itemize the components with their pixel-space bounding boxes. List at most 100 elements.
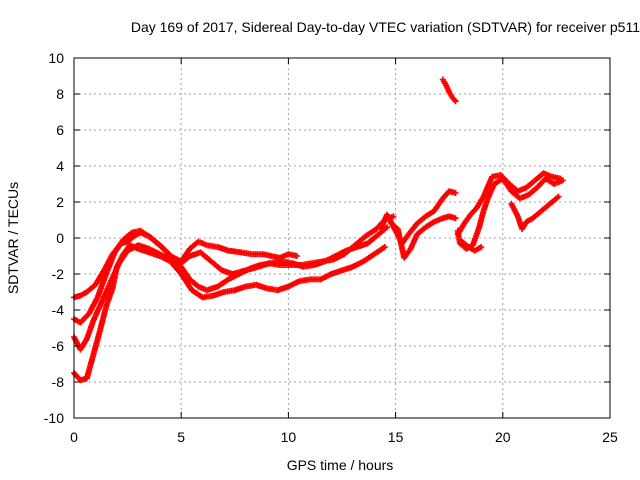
data-point bbox=[536, 209, 543, 216]
data-point bbox=[454, 231, 461, 238]
data-point bbox=[120, 236, 127, 243]
y-tick-label: 6 bbox=[56, 122, 64, 138]
data-point bbox=[439, 215, 446, 222]
data-point bbox=[422, 224, 429, 231]
data-point bbox=[349, 263, 356, 270]
data-point bbox=[120, 251, 127, 258]
data-point bbox=[167, 258, 174, 265]
data-point bbox=[238, 249, 245, 256]
data-point bbox=[484, 195, 491, 202]
data-point bbox=[225, 247, 232, 254]
y-tick-label: -4 bbox=[52, 302, 65, 318]
data-point bbox=[186, 276, 193, 283]
data-point bbox=[364, 240, 371, 247]
data-point bbox=[214, 244, 221, 250]
x-tick-label: 25 bbox=[602, 429, 618, 445]
data-point bbox=[77, 292, 84, 299]
data-point bbox=[321, 258, 328, 265]
data-point bbox=[519, 226, 526, 232]
data-point bbox=[278, 258, 285, 265]
data-point bbox=[476, 224, 483, 231]
data-point bbox=[90, 352, 97, 358]
data-point bbox=[236, 271, 243, 277]
data-point bbox=[431, 208, 438, 214]
data-point bbox=[92, 281, 99, 288]
data-point bbox=[452, 215, 459, 222]
data-point bbox=[514, 188, 521, 195]
data-point bbox=[268, 253, 275, 259]
data-point bbox=[203, 287, 210, 294]
data-point bbox=[285, 251, 292, 258]
data-point bbox=[208, 258, 215, 265]
data-point bbox=[178, 263, 185, 270]
data-points bbox=[71, 76, 566, 384]
data-point bbox=[225, 276, 232, 283]
data-point bbox=[446, 89, 453, 96]
y-tick-label: -8 bbox=[52, 374, 65, 390]
data-point bbox=[285, 283, 292, 290]
data-point bbox=[156, 253, 163, 259]
data-point bbox=[83, 335, 90, 342]
data-point bbox=[103, 271, 110, 277]
data-point bbox=[422, 213, 429, 220]
data-point bbox=[210, 292, 217, 299]
y-tick-label: -10 bbox=[44, 410, 64, 426]
data-point bbox=[103, 303, 110, 310]
data-point bbox=[542, 204, 549, 211]
x-tick-label: 0 bbox=[70, 429, 78, 445]
data-point bbox=[531, 177, 538, 184]
data-point bbox=[109, 285, 116, 292]
data-point bbox=[293, 253, 300, 259]
data-point bbox=[394, 226, 401, 232]
data-point bbox=[86, 310, 93, 317]
data-point bbox=[328, 271, 335, 277]
data-point bbox=[523, 218, 530, 225]
data-point bbox=[96, 303, 103, 310]
data-point bbox=[390, 213, 397, 220]
chart-title: Day 169 of 2017, Sidereal Day-to-day VTE… bbox=[131, 19, 640, 35]
y-axis-title: SDTVAR / TECUs bbox=[5, 182, 21, 294]
data-point bbox=[248, 251, 255, 258]
data-point bbox=[199, 294, 206, 301]
data-point bbox=[471, 247, 478, 254]
data-point bbox=[128, 229, 135, 236]
data-point bbox=[268, 260, 275, 267]
data-point bbox=[401, 254, 408, 261]
data-point bbox=[111, 249, 118, 256]
data-point bbox=[478, 244, 485, 250]
data-point bbox=[534, 184, 541, 191]
data-point bbox=[103, 289, 110, 295]
data-point bbox=[461, 220, 468, 227]
data-point bbox=[549, 199, 556, 205]
data-point bbox=[388, 220, 395, 227]
data-point bbox=[300, 263, 307, 270]
x-tick-label: 15 bbox=[388, 429, 404, 445]
data-point bbox=[508, 200, 515, 207]
data-point bbox=[96, 328, 103, 335]
data-point bbox=[306, 276, 313, 283]
data-point bbox=[551, 181, 558, 187]
x-tick-label: 5 bbox=[177, 429, 185, 445]
x-tick-label: 20 bbox=[495, 429, 511, 445]
data-point bbox=[452, 98, 459, 105]
data-point bbox=[480, 193, 487, 200]
x-axis-title: GPS time / hours bbox=[287, 457, 394, 473]
data-point bbox=[549, 173, 556, 180]
data-point bbox=[259, 251, 266, 258]
data-point bbox=[414, 231, 421, 238]
data-point bbox=[124, 238, 131, 245]
data-point bbox=[375, 231, 382, 238]
data-point bbox=[195, 283, 202, 290]
data-point bbox=[90, 317, 97, 324]
data-point bbox=[332, 253, 339, 259]
data-point bbox=[186, 245, 193, 252]
y-tick-label: 8 bbox=[56, 86, 64, 102]
data-point bbox=[197, 249, 204, 256]
data-point bbox=[246, 265, 253, 272]
data-point bbox=[354, 244, 361, 250]
data-point bbox=[371, 251, 378, 258]
data-point bbox=[289, 260, 296, 267]
y-tick-label: 0 bbox=[56, 230, 64, 246]
data-point bbox=[231, 287, 238, 294]
